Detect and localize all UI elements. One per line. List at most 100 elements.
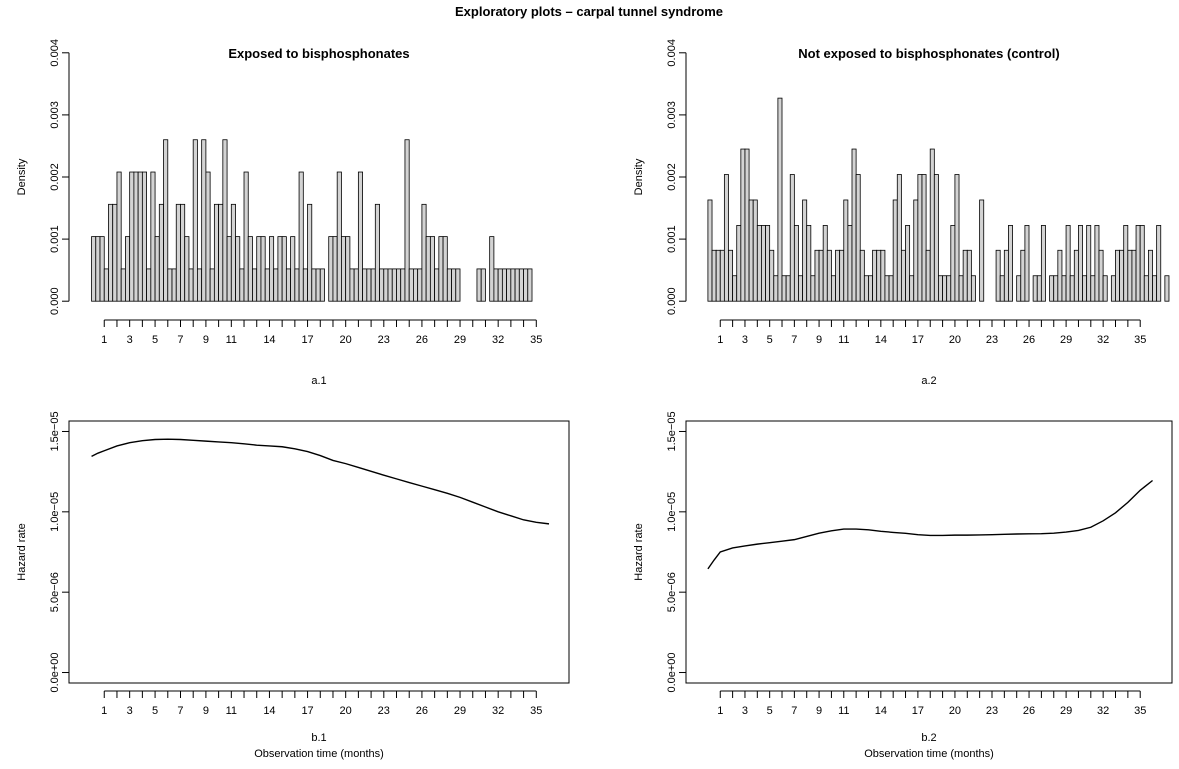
- histogram-bar: [909, 275, 915, 302]
- histogram-bar: [425, 236, 431, 302]
- histogram-bar: [859, 249, 865, 302]
- x-tick-label: 11: [226, 705, 237, 717]
- y-axis-label: Density: [16, 158, 28, 195]
- panel-title: Not exposed to bisphosphonates (control): [798, 46, 1059, 61]
- histogram-bar: [1016, 275, 1022, 302]
- plot-frame: [68, 420, 570, 684]
- histogram-bar: [192, 139, 198, 302]
- y-tick-label: 0.002: [666, 163, 678, 191]
- histogram-bar: [269, 236, 275, 302]
- histogram-bar: [1049, 275, 1055, 302]
- histogram-bar: [163, 139, 169, 302]
- x-axis-sublabel: Observation time (months): [254, 748, 384, 760]
- histogram-bar: [421, 203, 427, 302]
- histogram-bar: [205, 171, 211, 302]
- histogram-bar: [752, 199, 758, 302]
- x-tick-label: 32: [492, 334, 504, 346]
- histogram-bar: [349, 268, 355, 302]
- x-tick-label: 35: [1134, 334, 1146, 346]
- x-tick-label: 3: [127, 334, 133, 346]
- x-tick-label: 7: [177, 705, 183, 717]
- histogram-bar: [1078, 225, 1083, 302]
- x-tick-label: 5: [767, 334, 773, 346]
- histogram-bar: [917, 174, 923, 302]
- histogram-bar: [91, 236, 97, 302]
- histogram-bar: [995, 249, 1001, 302]
- histogram-bar: [1098, 249, 1104, 302]
- x-tick-label: 20: [340, 334, 352, 346]
- histogram-bar: [226, 236, 232, 302]
- panel-title: Exposed to bisphosphonates: [228, 46, 409, 61]
- histogram-bar: [120, 268, 126, 302]
- x-tick-label: 20: [949, 334, 961, 346]
- y-tick-label: 0.001: [666, 225, 678, 253]
- x-tick-label: 11: [838, 705, 849, 717]
- histogram-bar: [728, 249, 734, 302]
- histogram-bar: [434, 268, 440, 302]
- x-tick-label: 7: [791, 705, 797, 717]
- histogram-bar: [1090, 275, 1096, 302]
- histogram-bar: [1003, 249, 1009, 302]
- y-tick-label: 0.003: [666, 101, 678, 129]
- histogram-bar: [247, 236, 253, 302]
- histogram-bar: [366, 268, 372, 302]
- histogram-bar: [999, 275, 1005, 302]
- histogram-bar: [802, 199, 808, 302]
- x-tick-label: 26: [1023, 705, 1035, 717]
- histogram-bar: [328, 236, 334, 302]
- histogram-bar: [99, 236, 105, 302]
- histogram-bar: [341, 236, 347, 302]
- histogram-bar: [332, 236, 338, 302]
- histogram-bar: [1020, 249, 1026, 302]
- histogram-bar: [942, 275, 948, 302]
- x-tick-label: 32: [1097, 334, 1109, 346]
- histogram-bar: [851, 148, 857, 302]
- x-tick-label: 9: [816, 705, 822, 717]
- histogram-bar: [789, 174, 795, 302]
- histogram-bar: [273, 268, 279, 302]
- x-tick-label: 23: [986, 334, 998, 346]
- hazard-curve: [707, 479, 1153, 570]
- histogram-bar: [921, 174, 927, 302]
- histogram-bar: [1143, 275, 1149, 302]
- x-tick-label: 5: [152, 705, 158, 717]
- x-tick-label: 7: [791, 334, 797, 346]
- histogram-bar: [256, 236, 262, 302]
- histogram-bar: [843, 199, 849, 302]
- histogram-bar: [362, 268, 368, 302]
- y-tick-label: 1.0e−05: [666, 492, 678, 532]
- histogram-bar: [888, 275, 894, 302]
- x-tick-label: 11: [226, 334, 237, 346]
- histogram-bar: [476, 268, 482, 302]
- histogram-bar: [719, 249, 725, 302]
- histogram-bar: [1082, 275, 1088, 302]
- histogram-bar: [1008, 225, 1013, 302]
- histogram-bar: [379, 268, 385, 302]
- x-tick-label: 29: [454, 705, 466, 717]
- x-tick-label: 29: [1060, 705, 1072, 717]
- histogram-bar: [523, 268, 529, 302]
- histogram-bar: [125, 236, 131, 302]
- histogram-bar: [260, 236, 266, 302]
- histogram-bar: [413, 268, 419, 302]
- histogram-bar: [1147, 249, 1153, 302]
- x-tick-label: 23: [378, 705, 390, 717]
- x-axis-label: b.2: [921, 732, 936, 744]
- histogram-bar: [404, 139, 410, 302]
- histogram-bar: [966, 249, 972, 302]
- x-tick-label: 32: [492, 705, 504, 717]
- histogram-bar: [884, 275, 890, 302]
- x-tick-label: 35: [530, 334, 542, 346]
- histogram-bar: [793, 225, 799, 302]
- histogram-bar: [1024, 225, 1030, 302]
- histogram-bar: [744, 148, 750, 302]
- histogram-bar: [748, 199, 754, 302]
- histogram-bar: [264, 268, 270, 302]
- histogram-bar: [1123, 225, 1129, 302]
- histogram-bar: [357, 171, 364, 302]
- histogram-bar: [756, 225, 762, 302]
- histogram-bar: [417, 268, 423, 302]
- histogram-bar: [442, 236, 448, 302]
- x-tick-label: 9: [816, 334, 822, 346]
- histogram-bar: [925, 249, 931, 302]
